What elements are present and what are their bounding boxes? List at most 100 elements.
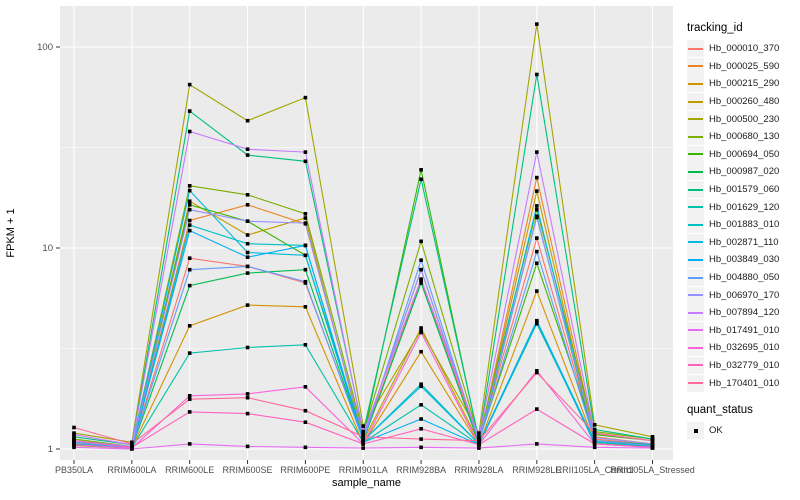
data-point	[303, 445, 308, 450]
data-point	[187, 324, 192, 328]
x-tick-label: RRIM600PE	[280, 465, 330, 475]
data-point	[245, 241, 250, 246]
line-swatch-icon	[688, 294, 703, 297]
data-point	[187, 188, 192, 193]
legend-entry-label: Hb_032779_010	[709, 359, 780, 371]
x-tick-label: RRIM600LA	[107, 465, 156, 475]
legend-entry-label: Hb_007894_120	[709, 307, 780, 319]
data-point	[535, 72, 539, 77]
data-point	[477, 431, 481, 435]
line-swatch-icon	[688, 135, 703, 138]
legend-entry-Hb_001883_010: Hb_001883_010	[687, 216, 799, 234]
legend-entry-Hb_000025_590: Hb_000025_590	[687, 57, 799, 76]
legend-key	[687, 93, 704, 111]
legend-entry-Hb_000500_230: Hb_000500_230	[687, 110, 799, 128]
legend-key	[687, 269, 704, 287]
legend-key	[687, 128, 704, 146]
legend-key	[687, 286, 704, 304]
line-swatch-icon	[688, 82, 703, 85]
legend-key	[687, 339, 704, 357]
data-point	[187, 223, 192, 227]
line-swatch-icon	[688, 118, 703, 121]
quant-status-legend-title: quant_status	[687, 403, 753, 416]
legend-entry-label: Hb_000215_290	[709, 78, 780, 90]
legend-entry-label: Hb_002871_110	[709, 236, 779, 248]
line-swatch-icon	[688, 382, 703, 385]
data-point	[245, 411, 250, 416]
quant-status-legend-entry: OK	[687, 422, 799, 440]
data-point	[592, 438, 597, 443]
data-point	[245, 444, 250, 449]
legend-entry-Hb_004880_050: Hb_004880_050	[687, 269, 799, 287]
quant-status-key	[687, 422, 704, 440]
data-point	[419, 281, 423, 285]
data-point	[361, 435, 365, 439]
legend-entry-label: Hb_001883_010	[709, 219, 780, 231]
data-point	[419, 349, 423, 354]
data-point	[592, 442, 597, 446]
line-swatch-icon	[688, 223, 703, 226]
line-swatch-icon	[688, 364, 703, 367]
line-swatch-icon	[688, 346, 703, 349]
data-point	[303, 279, 308, 284]
data-point	[535, 175, 539, 180]
data-point	[535, 442, 539, 446]
legend-entry-Hb_000215_290: Hb_000215_290	[687, 75, 799, 93]
data-point	[419, 177, 423, 181]
data-point	[245, 147, 250, 151]
legend-entry-Hb_006970_170: Hb_006970_170	[687, 286, 799, 304]
data-point	[303, 243, 308, 248]
line-swatch-icon	[688, 100, 703, 103]
data-point	[419, 403, 423, 407]
data-point	[535, 189, 539, 193]
legend-entry-Hb_017491_010: Hb_017491_010	[687, 321, 799, 340]
data-point	[361, 424, 365, 428]
data-point	[303, 221, 308, 225]
data-point	[303, 95, 308, 100]
legend-entry-label: Hb_000500_230	[709, 113, 780, 125]
legend-key	[687, 304, 704, 322]
legend-entry-label: Hb_000987_020	[709, 166, 780, 178]
data-point	[187, 184, 192, 188]
data-point	[650, 435, 655, 439]
data-point	[592, 431, 597, 435]
legend-entry-label: Hb_000010_370	[709, 43, 780, 55]
data-point	[245, 233, 250, 237]
legend-entry-Hb_001579_060: Hb_001579_060	[687, 181, 799, 199]
data-point	[130, 445, 134, 450]
data-point	[535, 207, 539, 212]
data-point	[361, 446, 365, 450]
x-tick-label: RRII105LA_Stressed	[610, 465, 695, 475]
data-point	[535, 407, 539, 411]
data-point	[245, 250, 250, 255]
line-swatch-icon	[688, 258, 703, 261]
data-point	[650, 438, 655, 443]
legend-entry-label: Hb_000025_590	[709, 60, 780, 72]
data-point	[245, 271, 250, 275]
data-point	[130, 442, 134, 446]
data-point	[650, 445, 655, 450]
data-point	[419, 277, 423, 281]
data-point	[303, 212, 308, 216]
point-square-icon	[693, 428, 698, 433]
data-point	[419, 384, 423, 389]
data-point	[419, 382, 423, 386]
data-point	[592, 423, 597, 427]
data-point	[303, 420, 308, 424]
data-point	[535, 370, 539, 375]
data-point	[419, 328, 423, 332]
x-tick-label: RRII105LA_Control	[556, 465, 634, 475]
data-point	[303, 408, 308, 413]
legend-key	[687, 163, 704, 181]
legend-key	[687, 251, 704, 269]
legend-entry-label: Hb_000694_050	[709, 148, 780, 160]
data-point	[419, 267, 423, 272]
legend-entries: Hb_000010_370 Hb_000025_590 Hb_000215_290 H…	[687, 40, 799, 392]
data-point	[419, 168, 423, 172]
data-point	[419, 239, 423, 244]
line-swatch-icon	[688, 329, 703, 332]
data-point	[419, 427, 423, 431]
data-point	[72, 435, 76, 439]
data-point	[187, 203, 192, 207]
line-swatch-icon	[688, 170, 703, 173]
